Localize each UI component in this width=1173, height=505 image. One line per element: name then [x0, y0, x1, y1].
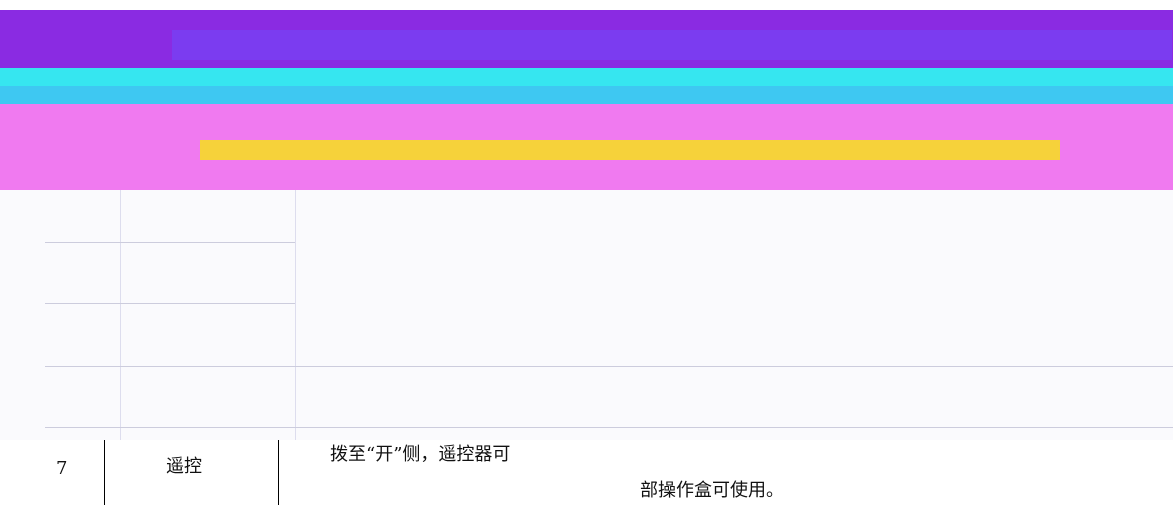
glitch-band: [0, 0, 1173, 10]
table-line: [45, 366, 1173, 367]
table-line: [45, 427, 1173, 428]
glitch-band: [172, 30, 1172, 60]
glitch-band: [0, 86, 1173, 104]
table-line: [45, 242, 295, 243]
table-line: [104, 440, 105, 505]
row-number: 7: [56, 458, 68, 479]
table-line: [278, 440, 279, 505]
row-item: 遥控: [166, 456, 202, 477]
glitch-band: [200, 140, 1060, 160]
table-line: [120, 190, 121, 440]
glitch-band: [0, 68, 1173, 86]
faded-table: [0, 190, 1173, 440]
table-line: [295, 190, 296, 440]
row-desc: 部操作盒可使用。: [640, 480, 784, 501]
row-desc: 拨至“开”侧，遥控器可: [330, 444, 511, 465]
table-line: [45, 303, 295, 304]
